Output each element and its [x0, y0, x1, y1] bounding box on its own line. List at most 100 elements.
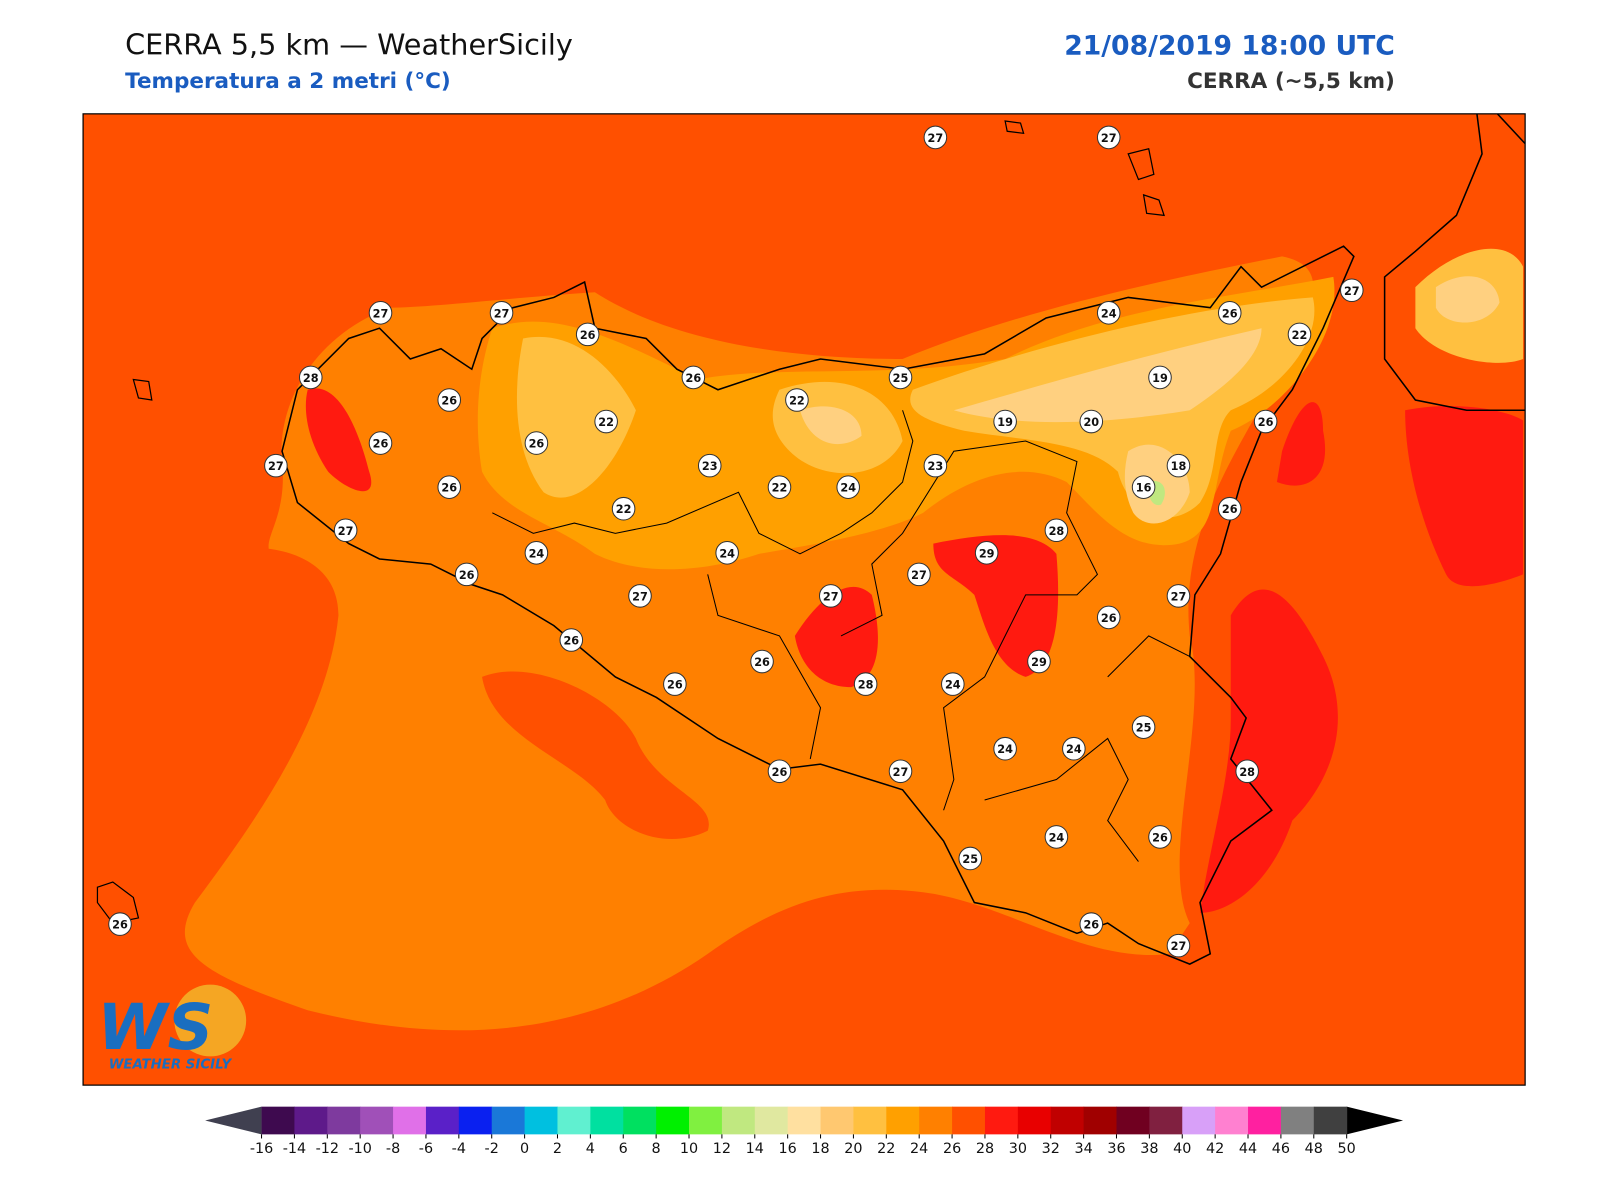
station-marker: [836, 475, 860, 499]
station-value: 28: [858, 679, 874, 692]
station-marker: [1027, 649, 1051, 674]
colorbar-segment: [623, 1106, 657, 1135]
station-marker: [1131, 475, 1156, 499]
colorbar-segment: [886, 1106, 920, 1135]
station-marker: [767, 759, 792, 784]
station-marker: [1148, 825, 1172, 849]
station-value: 22: [616, 503, 632, 516]
station-value: 27: [494, 307, 510, 320]
station-marker: [489, 301, 514, 325]
colorbar-tick-label: -14: [283, 1141, 306, 1157]
model-label: CERRA (~5,5 km): [1187, 69, 1395, 94]
station-value: 26: [459, 569, 475, 582]
station-marker: [575, 322, 600, 347]
station-marker: [368, 431, 393, 455]
station-marker: [681, 365, 706, 390]
station-value: 26: [112, 919, 128, 932]
station-marker: [1062, 736, 1086, 761]
station-marker: [1096, 125, 1121, 150]
colorbar-segment: [820, 1106, 854, 1135]
station-marker: [628, 584, 652, 608]
colorbar-segment: [1313, 1106, 1348, 1135]
station-marker: [524, 431, 549, 455]
station-value: 28: [1239, 766, 1255, 779]
colorbar-tick-label: -16: [250, 1141, 273, 1157]
colorbar-segment: [557, 1106, 591, 1135]
station-value: 24: [719, 547, 735, 560]
station-marker: [1217, 496, 1242, 521]
station-marker: [437, 475, 462, 499]
station-value: 22: [789, 395, 805, 408]
logo-caption: WEATHER SICILY: [109, 1058, 233, 1073]
subtitle: Temperatura a 2 metri (°C): [125, 69, 451, 94]
station-marker: [298, 365, 323, 390]
small-islands: [96, 120, 1165, 924]
station-marker: [1044, 518, 1069, 543]
station-value: 22: [598, 416, 614, 429]
field-sea-patch: [482, 671, 709, 840]
station-marker: [697, 453, 722, 478]
station-value: 26: [441, 395, 457, 408]
colorbar-segment: [590, 1106, 624, 1135]
station-marker: [559, 628, 584, 652]
station-marker: [818, 584, 843, 608]
colorbar-over: [1346, 1106, 1404, 1135]
station-marker: [1253, 409, 1278, 434]
station-value: 26: [1258, 416, 1274, 429]
colorbar-segment: [1149, 1106, 1183, 1135]
colorbar-tick-label: -2: [485, 1141, 499, 1157]
station-value: 26: [1222, 307, 1238, 320]
station-marker: [958, 846, 983, 871]
colorbar-tick-label: 44: [1239, 1141, 1257, 1157]
station-marker: [108, 912, 132, 936]
station-value: 25: [893, 372, 909, 385]
station-marker: [454, 562, 479, 587]
colorbar-segment: [261, 1106, 295, 1135]
station-marker: [437, 388, 462, 412]
station-value: 22: [772, 482, 788, 495]
colorbar-segment: [656, 1106, 690, 1135]
station-marker: [264, 453, 288, 478]
station-value: 28: [303, 372, 319, 385]
station-value: 26: [685, 372, 701, 385]
station-value: 26: [667, 679, 683, 692]
colorbar-tick-label: 28: [976, 1141, 994, 1157]
station-value: 24: [840, 482, 856, 495]
province-borders: [492, 410, 1190, 862]
colorbar-segment: [721, 1106, 756, 1135]
colorbar-segment: [1182, 1106, 1216, 1135]
station-value: 22: [1292, 329, 1308, 342]
logo-text: WS: [97, 990, 213, 1064]
station-marker: [1096, 301, 1121, 325]
colorbar-tick-label: 2: [553, 1141, 562, 1157]
station-marker: [974, 541, 999, 565]
station-marker: [785, 388, 809, 412]
colorbar-tick-label: 22: [877, 1141, 895, 1157]
station-marker: [923, 453, 948, 478]
colorbar-tick-label: 4: [586, 1141, 595, 1157]
colorbar-segment: [787, 1106, 822, 1135]
station-value: 26: [373, 438, 389, 451]
colorbar-tick-label: 38: [1140, 1141, 1158, 1157]
temperature-field: [83, 113, 1526, 1086]
station-marker: [750, 649, 774, 674]
station-value: 26: [441, 482, 457, 495]
colorbar-segment: [360, 1106, 394, 1135]
station-value: 26: [1083, 919, 1099, 932]
colorbar-tick-label: 26: [943, 1141, 961, 1157]
colorbar-segment: [294, 1106, 328, 1135]
station-marker: [1131, 715, 1156, 739]
station-marker: [1044, 825, 1069, 849]
station-marker: [1079, 409, 1104, 434]
colorbar-segment: [984, 1106, 1019, 1135]
station-marker: [524, 541, 549, 565]
colorbar-segment: [327, 1106, 361, 1135]
station-marker: [767, 475, 792, 499]
station-value: 27: [338, 525, 354, 538]
station-marker: [1166, 453, 1191, 478]
station-value: 27: [1171, 940, 1187, 953]
colorbar-segment: [689, 1106, 723, 1135]
station-marker: [1079, 912, 1104, 936]
station-value: 27: [632, 590, 648, 603]
station-value: 26: [1152, 831, 1168, 844]
